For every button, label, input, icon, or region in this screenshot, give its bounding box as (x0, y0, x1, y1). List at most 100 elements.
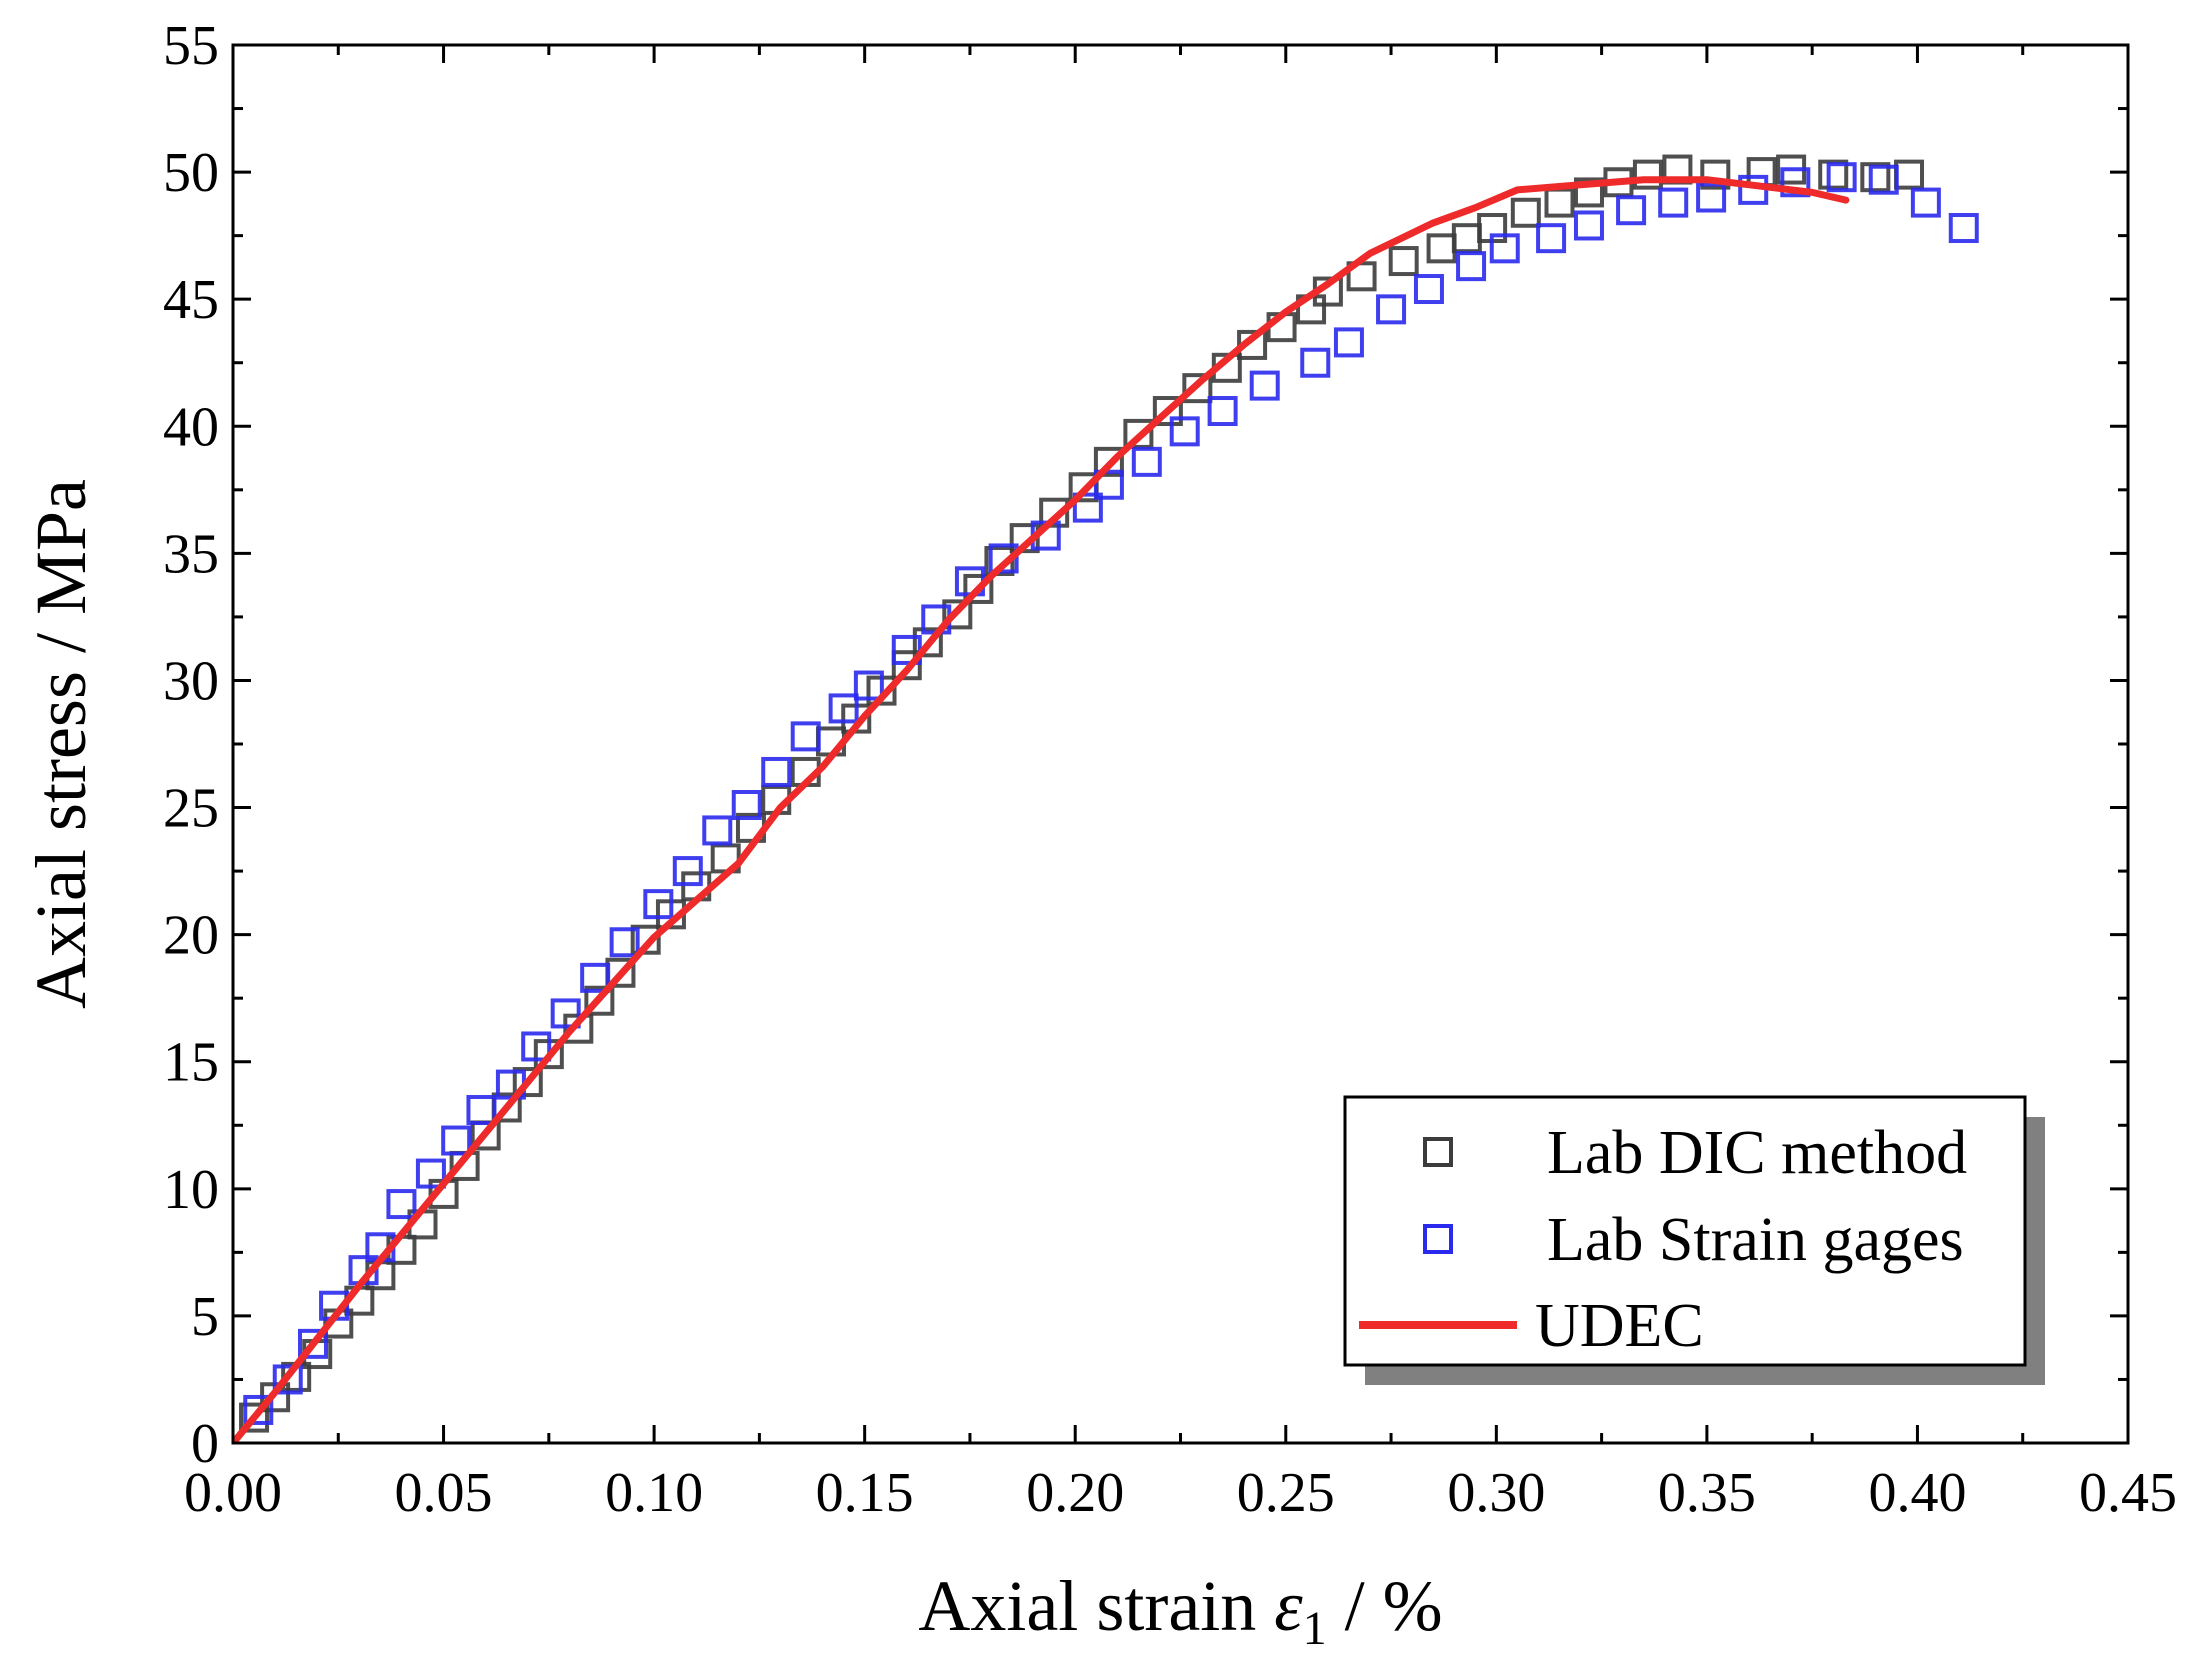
data-point (1894, 159, 1925, 190)
y-tick-label: 0 (191, 1413, 219, 1475)
data-point (1544, 187, 1575, 218)
legend-box (1343, 1095, 2027, 1367)
data-point (761, 756, 792, 787)
y-tick-label: 10 (163, 1159, 219, 1221)
data-point (1489, 233, 1520, 264)
data-point (853, 670, 884, 701)
x-tick-label: 0.25 (1237, 1462, 1335, 1524)
data-point (1826, 162, 1857, 193)
y-axis-title: Axial stress / MPa (21, 479, 101, 1009)
data-point (643, 889, 674, 920)
x-tick-label: 0.05 (395, 1462, 493, 1524)
data-point (1700, 159, 1731, 190)
data-point (584, 985, 615, 1016)
y-tick-label: 35 (163, 523, 219, 585)
legend: Lab DIC method Lab Strain gages UDEC (1343, 1095, 2045, 1385)
data-point (272, 1364, 303, 1395)
x-tick-label: 0.20 (1026, 1462, 1124, 1524)
data-point (1616, 195, 1647, 226)
data-point (1948, 213, 1979, 244)
tick-labels-group: 0.00 0.05 0.10 0.15 0.20 0.25 0.30 0.35 0.40 0.45… (163, 15, 2177, 1524)
data-point (239, 1402, 270, 1433)
data-point (521, 1031, 552, 1062)
data-point (891, 650, 922, 681)
data-point (1910, 187, 1941, 218)
y-tick-label: 5 (191, 1286, 219, 1348)
x-tick-label: 0.10 (605, 1462, 703, 1524)
y-tick-label: 40 (163, 396, 219, 458)
legend-entry: Lab DIC method (1423, 1119, 1967, 1187)
data-point (386, 1189, 417, 1220)
x-axis-title-suffix: / % (1327, 1566, 1443, 1646)
legend-square-swatch (1423, 1224, 1453, 1254)
x-tick-label: 0.35 (1658, 1462, 1756, 1524)
data-point (731, 790, 762, 821)
series-udec (233, 176, 1850, 1443)
data-point (1169, 416, 1200, 447)
data-point (580, 962, 611, 993)
y-tick-label: 55 (163, 15, 219, 77)
data-point (1093, 469, 1124, 500)
data-point (1456, 251, 1487, 282)
data-point (1746, 157, 1777, 188)
data-point (912, 627, 943, 658)
y-tick-label: 25 (163, 778, 219, 840)
data-point (630, 924, 661, 955)
data-point (1696, 182, 1727, 213)
legend-entry: Lab Strain gages (1423, 1206, 1964, 1274)
x-axis-title: Axial strain ε1 / % (918, 1566, 1442, 1655)
data-point (672, 856, 703, 887)
legend-entry: UDEC (1359, 1292, 1704, 1360)
data-point (1451, 223, 1482, 254)
data-point (1536, 223, 1567, 254)
data-point (550, 998, 581, 1029)
data-point (1376, 294, 1407, 325)
data-point (609, 927, 640, 958)
data-point (790, 721, 821, 752)
data-point (1152, 396, 1183, 427)
data-point (963, 573, 994, 604)
data-point (1860, 162, 1891, 193)
x-axis-title-symbol: ε (1274, 1566, 1303, 1646)
series-lab-strain-gages (243, 162, 1979, 1425)
y-tick-label: 45 (163, 269, 219, 331)
x-tick-label: 0.30 (1447, 1462, 1545, 1524)
data-point (441, 1125, 472, 1156)
data-point (1413, 274, 1444, 305)
plot-frame (231, 43, 2130, 1445)
data-point (1182, 373, 1213, 404)
data-point (702, 815, 733, 846)
x-tick-label: 0.45 (2079, 1462, 2177, 1524)
data-point (415, 1158, 446, 1189)
x-axis-title-prefix: Axial strain (918, 1566, 1274, 1646)
data-point (942, 599, 973, 630)
data-point (1039, 497, 1070, 528)
data-point (243, 1394, 274, 1425)
x-axis-title-subscript: 1 (1303, 1602, 1327, 1655)
y-tick-label: 20 (163, 905, 219, 967)
data-point (1131, 446, 1162, 477)
x-tick-label: 0.15 (816, 1462, 914, 1524)
legend-label: UDEC (1535, 1292, 1704, 1360)
data-point (828, 693, 859, 724)
data-point (1573, 210, 1604, 241)
data-point (1658, 187, 1689, 218)
data-point (466, 1095, 497, 1126)
data-point (1093, 446, 1124, 477)
data-point (988, 543, 1019, 574)
data-point (1868, 164, 1899, 195)
y-tick-label: 15 (163, 1032, 219, 1094)
data-point (1300, 347, 1331, 378)
legend-label: Lab DIC method (1547, 1119, 1967, 1187)
data-point (1573, 177, 1604, 208)
data-point (1388, 246, 1419, 277)
data-point (512, 1067, 543, 1098)
y-tick-label: 50 (163, 142, 219, 204)
data-point (1510, 197, 1541, 228)
data-point (1632, 159, 1663, 190)
data-point (1333, 327, 1364, 358)
y-tick-label: 30 (163, 650, 219, 712)
legend-square-swatch (1423, 1137, 1453, 1167)
data-point (1072, 492, 1103, 523)
